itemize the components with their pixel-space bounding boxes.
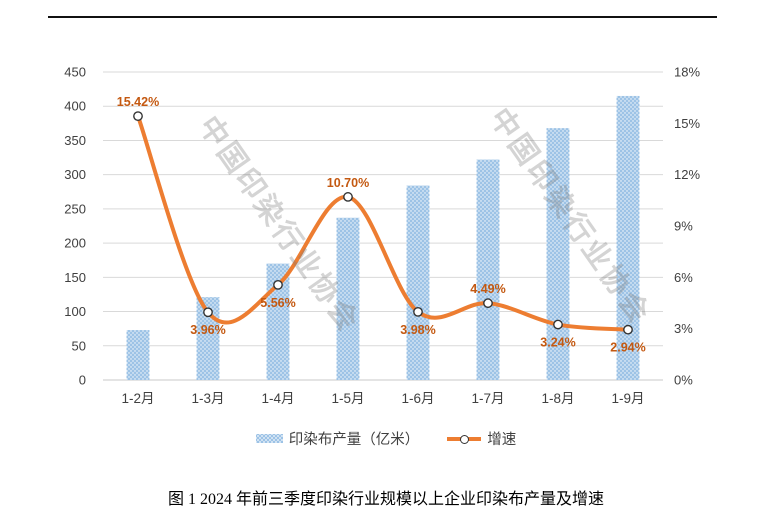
data-label: 4.49% [470, 282, 505, 296]
left-axis-tick-label: 50 [72, 338, 86, 353]
bar-series-swatch-icon [255, 434, 283, 443]
bar [406, 185, 430, 380]
left-axis-tick-label: 300 [64, 167, 86, 182]
line-marker [553, 319, 563, 330]
left-axis-tick-label: 450 [64, 65, 86, 80]
combo-chart-plot: 0 50 100 150 200 250 300 350 400 450 0% 3% 6% 9% 12% 15… [64, 65, 700, 407]
data-label: 3.24% [540, 336, 575, 350]
bar [266, 263, 290, 380]
x-axis-label: 1-5月 [331, 391, 364, 406]
bar [336, 217, 360, 380]
legend-label-growth: 增速 [487, 432, 517, 448]
data-label: 5.56% [260, 296, 295, 310]
right-axis-tick-label: 3% [674, 321, 693, 336]
left-axis-tick-label: 150 [64, 270, 86, 285]
x-axis-label: 1-9月 [611, 391, 644, 406]
legend-item-output: 印染布产量（亿米） [255, 428, 420, 449]
right-axis-tick-label: 15% [674, 116, 700, 131]
right-axis-tick-label: 12% [674, 167, 700, 182]
line-series-swatch-icon [447, 434, 482, 444]
data-label: 15.42% [117, 95, 159, 109]
left-axis-tick-label: 250 [64, 201, 86, 216]
left-axis-tick-label: 350 [64, 133, 86, 148]
top-divider-line [48, 16, 717, 18]
figure-caption: 图 1 2024 年前三季度印染行业规模以上企业印染布产量及增速 [167, 491, 604, 508]
left-axis-tick-label: 400 [64, 99, 86, 114]
data-label: 2.94% [610, 341, 645, 355]
line-marker [623, 324, 633, 335]
right-axis-tick-label: 0% [674, 373, 693, 388]
bar [546, 128, 570, 380]
x-axis-label: 1-4月 [261, 391, 294, 406]
line-marker [483, 298, 493, 309]
line-marker [413, 306, 423, 317]
data-label: 10.70% [327, 176, 369, 190]
bar [126, 330, 150, 380]
legend-label-output: 印染布产量（亿米） [288, 432, 420, 448]
bar [616, 95, 640, 380]
line-marker [203, 307, 213, 318]
left-axis-tick-label: 100 [64, 304, 86, 319]
left-axis-tick-label: 200 [64, 236, 86, 251]
line-marker [133, 111, 143, 122]
right-axis-tick-label: 6% [674, 270, 693, 285]
x-axis-label: 1-3月 [191, 391, 224, 406]
x-axis-label: 1-7月 [471, 391, 504, 406]
line-marker [343, 192, 353, 202]
right-axis-tick-label: 18% [674, 65, 700, 80]
data-label: 3.98% [400, 323, 435, 337]
data-label: 3.96% [190, 323, 225, 337]
x-axis-label: 1-8月 [541, 391, 574, 406]
left-axis-tick-label: 0 [79, 373, 86, 388]
line-marker [273, 279, 283, 290]
right-axis-tick-label: 9% [674, 219, 693, 234]
chart-legend: 印染布产量（亿米） 增速 [0, 428, 772, 449]
x-axis-label: 1-6月 [401, 391, 434, 406]
legend-item-growth: 增速 [447, 428, 516, 449]
bar [476, 159, 500, 380]
x-axis-label: 1-2月 [121, 391, 154, 406]
